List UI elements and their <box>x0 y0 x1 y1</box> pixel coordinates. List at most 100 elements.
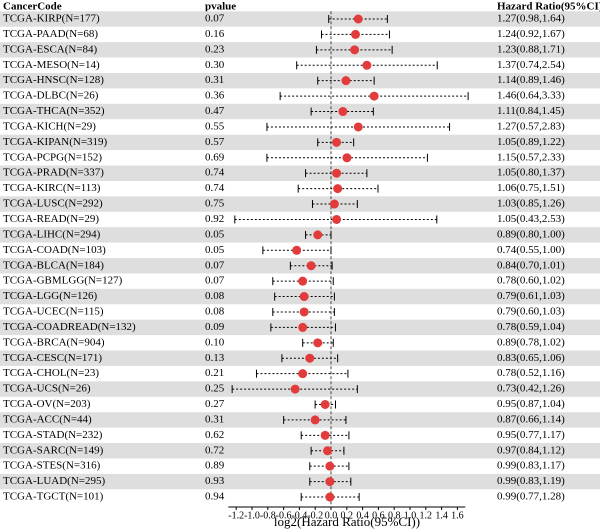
cancer-code: TCGA-BRCA(N=904) <box>3 336 105 348</box>
row-band <box>0 227 600 243</box>
cancer-code: TCGA-KIPAN(N=319) <box>3 136 108 148</box>
hr-point <box>306 261 316 271</box>
cancer-code: TCGA-PCPG(N=152) <box>3 151 102 163</box>
row-band <box>0 11 600 27</box>
cancer-code: TCGA-TGCT(N=101) <box>3 491 104 503</box>
hr-ci-label: 0.78(0.59,1.04) <box>497 321 565 333</box>
row-band <box>0 350 600 366</box>
x-tick-label: -1.0 <box>244 510 260 521</box>
row-band <box>0 134 600 151</box>
hr-ci-label: 1.11(0.84,1.45) <box>497 105 565 117</box>
hr-point <box>342 153 352 163</box>
pvalue: 0.92 <box>205 213 224 225</box>
hr-ci-label: 1.05(0.80,1.37) <box>497 167 565 179</box>
hr-ci-label: 0.95(0.77,1.17) <box>497 429 565 441</box>
cancer-code: TCGA-KIRP(N=177) <box>3 13 100 25</box>
pvalue: 0.21 <box>205 367 224 379</box>
pvalue: 0.23 <box>205 43 225 55</box>
hr-ci-label: 0.99(0.83,1.19) <box>497 475 565 487</box>
hr-point <box>325 492 335 502</box>
hr-ci-label: 1.27(0.57,2.83) <box>497 120 565 132</box>
x-tick-label: -0.2 <box>307 510 323 521</box>
hr-point <box>350 45 360 55</box>
cancer-code: TCGA-STES(N=316) <box>3 460 101 472</box>
cancer-code: TCGA-PAAD(N=68) <box>3 28 98 40</box>
hr-point <box>353 122 363 132</box>
hr-ci-label: 0.99(0.83,1.17) <box>497 460 565 472</box>
hr-point <box>369 91 379 101</box>
hr-ci-label: 0.78(0.52,1.16) <box>497 367 565 379</box>
x-tick-label: -0.4 <box>291 510 307 521</box>
hr-ci-label: 1.23(0.88,1.71) <box>497 43 565 55</box>
hr-ci-label: 0.74(0.55,1.00) <box>497 244 565 256</box>
hr-point <box>325 477 335 487</box>
hr-point <box>299 307 309 317</box>
cancer-code: TCGA-PRAD(N=337) <box>3 167 104 179</box>
row-band <box>0 72 600 89</box>
pvalue: 0.55 <box>205 120 225 132</box>
cancer-code: TCGA-THCA(N=352) <box>3 105 105 117</box>
hr-ci-label: 0.89(0.80,1.00) <box>497 228 565 240</box>
hr-ci-label: 0.87(0.66,1.14) <box>497 413 565 425</box>
pvalue: 0.47 <box>205 105 225 117</box>
row-band <box>0 103 600 120</box>
pvalue: 0.05 <box>205 244 225 256</box>
pvalue: 0.75 <box>205 198 225 210</box>
hr-ci-label: 1.27(0.98,1.64) <box>497 13 565 25</box>
pvalue: 0.93 <box>205 475 225 487</box>
x-axis-label: log2(Hazard Ratio(95%CI)) <box>274 514 420 529</box>
pvalue: 0.13 <box>205 352 225 364</box>
cancer-code: TCGA-LIHC(N=294) <box>3 228 101 240</box>
cancer-code: TCGA-CHOL(N=23) <box>3 367 99 379</box>
cancer-code: TCGA-DLBC(N=26) <box>3 90 99 102</box>
hr-point <box>313 230 323 240</box>
x-tick-label: 1.6 <box>451 510 464 521</box>
x-tick-label: 0.6 <box>372 510 385 521</box>
hr-ci-label: 1.06(0.75,1.51) <box>497 182 565 194</box>
cancer-code: TCGA-ESCA(N=84) <box>3 43 98 55</box>
cancer-code: TCGA-COADREAD(N=132) <box>3 321 136 333</box>
x-tick-label: -0.8 <box>260 510 276 521</box>
hr-point <box>320 400 330 409</box>
hr-point <box>325 461 335 471</box>
pvalue: 0.08 <box>205 306 225 318</box>
pvalue: 0.08 <box>205 290 225 302</box>
pvalue: 0.36 <box>205 90 225 102</box>
pvalue: 0.57 <box>205 136 225 148</box>
pvalue: 0.31 <box>205 413 224 425</box>
cancer-code: TCGA-READ(N=29) <box>3 213 99 225</box>
pvalue: 0.10 <box>205 336 225 348</box>
pvalue: 0.89 <box>205 460 225 472</box>
header-pvalue: pvalue <box>205 1 236 13</box>
pvalue: 0.07 <box>205 13 225 25</box>
pvalue: 0.74 <box>205 182 225 194</box>
pvalue: 0.07 <box>205 275 225 287</box>
pvalue: 0.27 <box>205 398 225 410</box>
hr-point <box>290 384 300 394</box>
hr-point <box>292 245 302 255</box>
cancer-code: TCGA-STAD(N=232) <box>3 429 103 441</box>
hr-point <box>332 168 342 178</box>
x-tick-label: 0.0 <box>325 510 338 521</box>
hr-point <box>298 276 308 286</box>
pvalue: 0.69 <box>205 151 225 163</box>
hr-point <box>332 214 342 224</box>
pvalue: 0.25 <box>205 383 225 395</box>
row-band <box>0 381 600 397</box>
cancer-code: TCGA-CESC(N=171) <box>3 352 102 364</box>
hr-point <box>329 199 339 209</box>
hr-ci-label: 0.84(0.70,1.01) <box>497 259 565 271</box>
cancer-code: TCGA-MESO(N=14) <box>3 59 100 71</box>
cancer-code: TCGA-LGG(N=126) <box>3 290 98 302</box>
hr-ci-label: 1.15(0.57,2.33) <box>497 151 565 163</box>
cancer-code: TCGA-UCEC(N=115) <box>3 306 104 318</box>
cancer-code: TCGA-SARC(N=149) <box>3 444 104 456</box>
header-code: CancerCode <box>3 1 62 13</box>
hr-point <box>362 60 372 70</box>
pvalue: 0.74 <box>205 167 225 179</box>
hr-point <box>323 446 333 456</box>
cancer-code: TCGA-OV(N=203) <box>3 398 91 410</box>
pvalue: 0.31 <box>205 74 224 86</box>
hr-ci-label: 1.37(0.74,2.54) <box>497 59 565 71</box>
